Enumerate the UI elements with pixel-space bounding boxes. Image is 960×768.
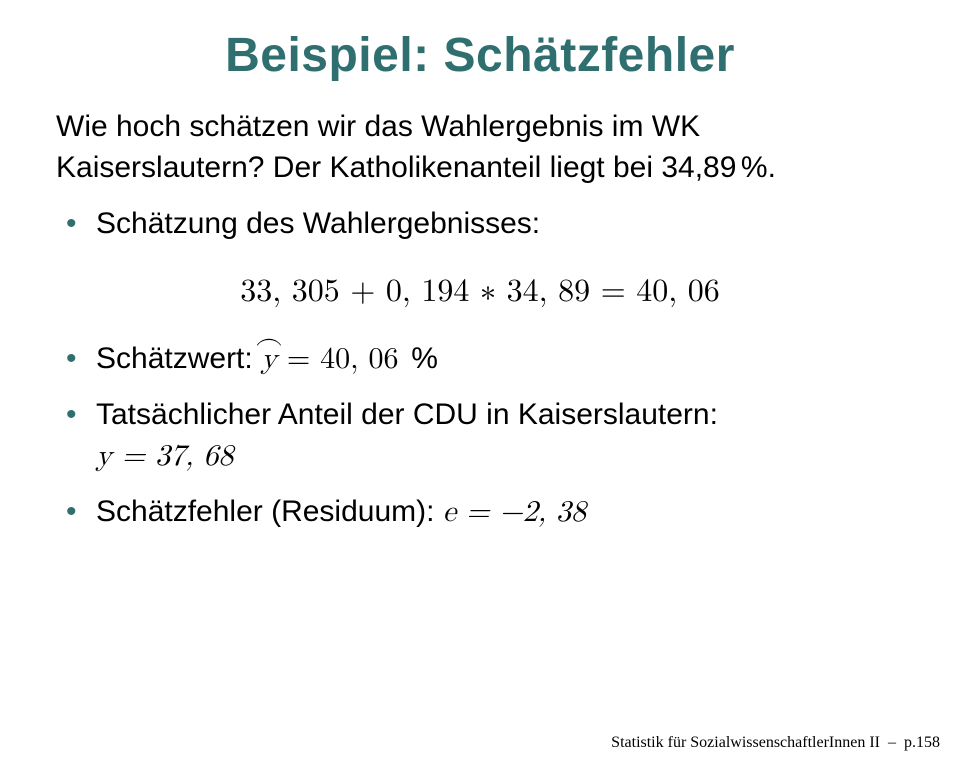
- bullet-schaetzfehler: Schätzfehler (Residuum): e = −2, 38: [56, 492, 904, 533]
- intro-line-1: Wie hoch schätzen wir das Wahlergebnis i…: [56, 110, 700, 143]
- equation-display: 33, 305 + 0, 194 ∗ 34, 89 = 40, 06: [56, 273, 904, 311]
- schaetzfehler-prefix: Schätzfehler (Residuum):: [96, 495, 443, 528]
- bullet-estimation-label: Schätzung des Wahlergebnisses:: [96, 207, 540, 240]
- bullet-estimation: Schätzung des Wahlergebnisses:: [56, 204, 904, 245]
- schaetzwert-value: = 40, 06: [277, 344, 399, 374]
- bullet-tatsaechlich: Tatsächlicher Anteil der CDU in Kaisersl…: [56, 395, 904, 476]
- intro-line-2b: %.: [741, 151, 776, 184]
- slide-footer: Statistik für SozialwissenschaftlerInnen…: [611, 734, 940, 752]
- tatsaechlich-line2: y = 37, 68: [96, 441, 233, 471]
- bullet-schaetzwert: Schätzwert: ⌢y = 40, 06 %: [56, 339, 904, 380]
- footer-sep: –: [888, 734, 896, 751]
- intro-text: Wie hoch schätzen wir das Wahlergebnis i…: [56, 107, 904, 188]
- tatsaechlich-line1: Tatsächlicher Anteil der CDU in Kaisersl…: [96, 398, 718, 431]
- slide-title: Beispiel: Schätzfehler: [56, 28, 904, 83]
- footer-page: p.158: [904, 734, 940, 751]
- bullet-list-2: Schätzwert: ⌢y = 40, 06 % Tatsächlicher …: [56, 339, 904, 533]
- yhat-symbol: ⌢y: [261, 339, 277, 380]
- schaetzwert-prefix: Schätzwert:: [96, 342, 261, 375]
- intro-line-2a: Kaiserslautern? Der Katholikenanteil lie…: [56, 151, 736, 184]
- bullet-list: Schätzung des Wahlergebnisses:: [56, 204, 904, 245]
- footer-main: Statistik für SozialwissenschaftlerInnen…: [611, 734, 880, 751]
- schaetzwert-pct: %: [403, 342, 438, 375]
- schaetzfehler-value: e = −2, 38: [443, 497, 586, 527]
